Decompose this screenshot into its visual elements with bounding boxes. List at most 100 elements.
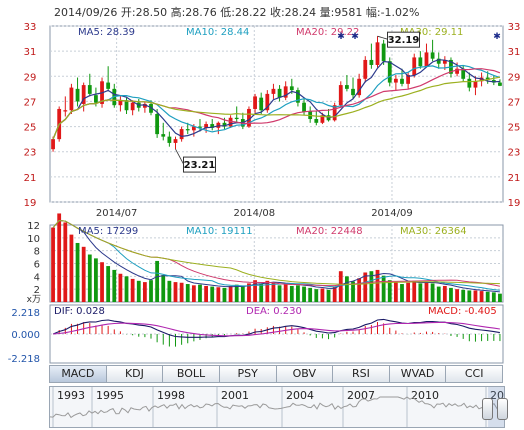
tab-kdj[interactable]: KDJ	[105, 365, 163, 383]
volume-bar	[277, 285, 282, 302]
candle-body	[461, 68, 466, 79]
volume-ma-line	[52, 219, 500, 291]
tab-wvad[interactable]: WVAD	[388, 365, 446, 383]
candle-body	[191, 126, 196, 131]
volume-bar	[479, 291, 484, 302]
tab-obv[interactable]: OBV	[275, 365, 333, 383]
candle-body	[106, 82, 111, 89]
range-year-label: 2004	[286, 389, 314, 402]
range-year-label: 2007	[347, 389, 375, 402]
tab-rsi[interactable]: RSI	[332, 365, 389, 383]
volume-bar	[155, 260, 160, 302]
candle-body	[228, 117, 233, 127]
annotation-label: 32.19	[388, 35, 420, 46]
volume-bar	[240, 286, 245, 302]
candle-body	[357, 78, 362, 96]
price-tick-right: 31	[508, 47, 521, 58]
volume-bar	[473, 290, 478, 302]
volume-bar	[430, 283, 435, 302]
price-tick-left: 29	[24, 72, 37, 83]
volume-tick: 2	[34, 285, 40, 296]
date-tick-label: 2014/09	[371, 208, 413, 219]
range-handle-right[interactable]	[497, 398, 508, 420]
range-navigator[interactable]: 19931995199820012004200720102013	[49, 386, 505, 428]
range-year-label: 1998	[157, 389, 185, 402]
price-tick-left: 27	[24, 97, 37, 108]
candle-body	[75, 88, 80, 102]
candle-body	[375, 42, 380, 65]
volume-bar	[424, 281, 429, 302]
volume-bar	[198, 284, 202, 302]
volume-bar	[357, 278, 362, 302]
volume-bar	[149, 280, 153, 302]
volume-legend-entry: MA30: 26364	[400, 226, 467, 237]
volume-tick: 10	[27, 234, 40, 245]
candle-body	[418, 57, 423, 67]
volume-legend-entry: MA5: 17299	[78, 226, 138, 237]
price-panel: 19 19 21 21 23 23 25 25 27 27 29 29 31 31 33 33 2014/07 2…	[24, 22, 521, 219]
candle-body	[436, 58, 441, 64]
volume-bar	[491, 292, 496, 302]
price-tick-right: 25	[508, 123, 521, 134]
volume-bar	[173, 282, 178, 302]
candle-body	[259, 97, 264, 111]
volume-bar	[271, 282, 276, 302]
volume-bar	[345, 276, 349, 302]
volume-bar	[87, 254, 92, 302]
volume-bar	[418, 283, 423, 302]
macd-legend-entry: DIF: 0.028	[54, 306, 105, 317]
candle-body	[393, 78, 398, 83]
volume-bar	[296, 285, 300, 302]
candle-body	[338, 85, 343, 106]
volume-bar	[393, 282, 398, 302]
volume-bar	[289, 285, 294, 302]
volume-bar	[332, 286, 337, 302]
candle-body	[314, 119, 319, 123]
volume-bar	[57, 213, 62, 302]
candle-body	[271, 88, 276, 94]
candle-body	[387, 61, 392, 83]
volume-bar	[485, 291, 490, 302]
candle-body	[467, 78, 472, 88]
volume-bar	[326, 289, 331, 302]
tab-psy[interactable]: PSY	[218, 365, 276, 383]
price-tick-left: 25	[24, 123, 37, 134]
volume-bar	[112, 269, 117, 302]
volume-bar	[124, 276, 129, 302]
candle-body	[345, 85, 349, 89]
candle-body	[302, 102, 306, 112]
candle-body	[289, 86, 294, 91]
candle-body	[296, 90, 300, 103]
indicator-tabs: MACD KDJ BOLL PSY OBV RSI WVAD CCI	[49, 365, 503, 383]
candle-body	[424, 52, 429, 67]
volume-bar	[283, 283, 288, 302]
tab-macd[interactable]: MACD	[49, 365, 106, 383]
volume-bar	[381, 275, 386, 302]
candle-body	[149, 103, 153, 113]
volume-bar	[136, 280, 141, 302]
candle-body	[94, 95, 98, 103]
price-ma-line	[52, 64, 501, 140]
volume-bar	[94, 258, 98, 302]
volume-bar	[185, 284, 190, 302]
volume-bar	[406, 282, 411, 302]
range-handle-left[interactable]	[482, 398, 494, 420]
annotation-box	[387, 31, 421, 48]
volume-bar	[351, 281, 355, 302]
volume-bar	[81, 246, 86, 302]
price-tick-left: 19	[24, 198, 37, 209]
candle-body	[363, 59, 368, 79]
volume-bar	[247, 283, 251, 302]
volume-bar	[222, 287, 227, 302]
tab-cci[interactable]: CCI	[445, 365, 503, 383]
volume-bar	[204, 285, 208, 302]
candle-body	[320, 115, 325, 123]
candle-body	[167, 136, 172, 143]
annotation-leader	[175, 148, 184, 165]
tab-boll[interactable]: BOLL	[162, 365, 219, 383]
price-tick-right: 19	[508, 198, 521, 209]
volume-bar	[51, 227, 55, 302]
candle-body	[351, 88, 355, 96]
candle-body	[265, 93, 270, 111]
